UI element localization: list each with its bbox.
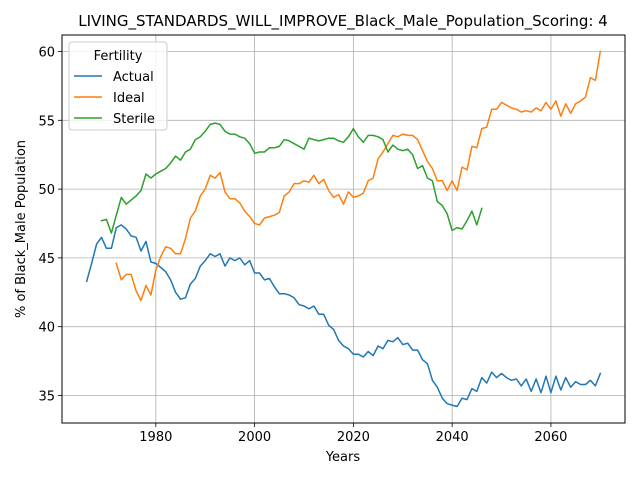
x-axis: 1980 2000 2020 2040 2060 [139,423,567,445]
y-tick-label: 50 [38,183,55,198]
legend-box [68,41,168,131]
y-tick-label: 35 [38,389,55,404]
series-line-actual [85,224,602,408]
series-layer [85,50,602,408]
legend-label-actual: Actual [113,70,154,85]
y-axis-label: % of Black_Male Population [14,140,29,318]
chart-title: LIVING_STANDARDS_WILL_IMPROVE_Black_Male… [78,12,608,31]
y-tick-label: 60 [38,46,55,61]
y-tick-label: 40 [38,321,55,336]
y-tick-label: 45 [38,252,55,267]
legend-label-ideal: Ideal [113,91,145,106]
plot-frame [61,34,626,424]
series-line-ideal [115,50,602,302]
x-tick-label: 2020 [337,430,370,445]
x-tick-label: 2000 [238,430,271,445]
x-tick-label: 2040 [436,430,469,445]
grid [62,35,625,423]
legend: Fertility Actual Ideal Sterile [68,41,168,131]
y-axis: 35 40 45 50 55 60 [38,46,62,404]
y-tick-label: 55 [38,114,55,129]
legend-label-sterile: Sterile [113,112,155,127]
legend-title: Fertility [94,49,143,64]
x-axis-label: Years [325,450,361,465]
x-tick-label: 2060 [534,430,567,445]
series-line-sterile [100,122,483,234]
x-tick-label: 1980 [139,430,172,445]
